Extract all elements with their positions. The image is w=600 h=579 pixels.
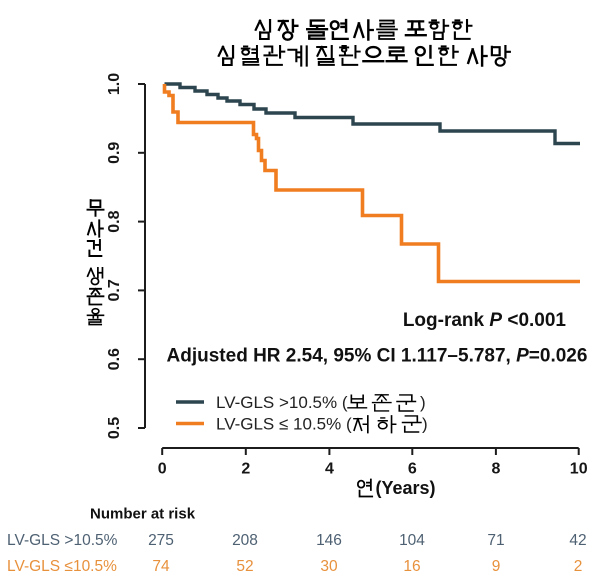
svg-text:0.6: 0.6	[106, 348, 123, 370]
svg-text:74: 74	[152, 558, 170, 575]
svg-text:2: 2	[574, 558, 583, 575]
svg-text:146: 146	[316, 532, 342, 549]
svg-text:Number at risk: Number at risk	[90, 506, 196, 523]
svg-text:0.9: 0.9	[106, 142, 123, 164]
svg-text:LV-GLS ≤10.5%: LV-GLS ≤10.5%	[7, 558, 117, 575]
svg-text:0.8: 0.8	[106, 210, 123, 232]
svg-text:6: 6	[408, 461, 417, 478]
svg-text:1.0: 1.0	[106, 73, 123, 95]
svg-text:16: 16	[403, 558, 420, 575]
svg-text:2: 2	[241, 461, 250, 478]
svg-text:Adjusted HR 2.54, 95% CI 1.117: Adjusted HR 2.54, 95% CI 1.117–5.787, P=…	[167, 346, 588, 367]
svg-text:LV-GLS ≤ 10.5% (: LV-GLS ≤ 10.5% (	[216, 415, 352, 434]
svg-text:275: 275	[148, 532, 174, 549]
svg-text:0: 0	[158, 461, 167, 478]
svg-text:LV-GLS >10.5% (: LV-GLS >10.5% (	[216, 393, 348, 412]
svg-text:42: 42	[569, 532, 586, 549]
svg-text:10: 10	[570, 461, 588, 478]
svg-text:0.7: 0.7	[106, 279, 123, 301]
svg-text:Log-rank P <0.001: Log-rank P <0.001	[403, 310, 567, 331]
svg-text:8: 8	[491, 461, 500, 478]
svg-text:52: 52	[236, 558, 253, 575]
svg-text:4: 4	[325, 461, 334, 478]
svg-text:): )	[422, 415, 428, 434]
svg-text:104: 104	[399, 532, 425, 549]
svg-text:30: 30	[320, 558, 338, 575]
svg-text:): )	[420, 393, 426, 412]
svg-text:(Years): (Years)	[376, 478, 436, 498]
svg-text:0.5: 0.5	[106, 417, 123, 439]
svg-text:LV-GLS >10.5%: LV-GLS >10.5%	[7, 532, 118, 549]
svg-text:71: 71	[487, 532, 504, 549]
svg-text:9: 9	[492, 558, 501, 575]
svg-text:208: 208	[232, 532, 258, 549]
